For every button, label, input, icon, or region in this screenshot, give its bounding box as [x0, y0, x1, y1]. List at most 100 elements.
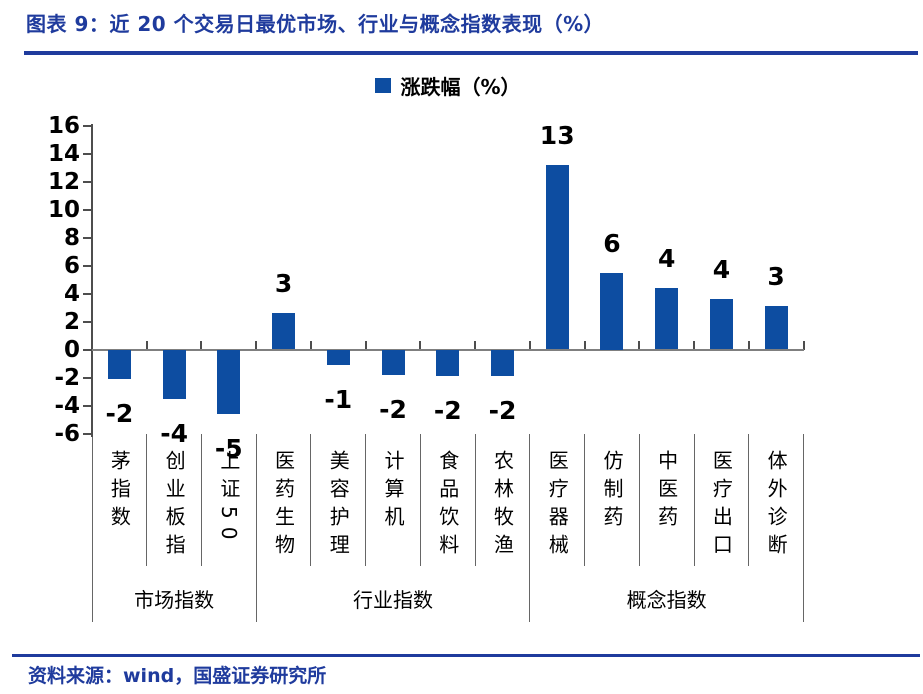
group-divider-line — [91, 433, 93, 622]
x-axis-tick — [693, 340, 696, 350]
bar — [764, 306, 788, 350]
y-axis-tick — [83, 264, 91, 267]
bar-value-label: 4 — [657, 243, 676, 273]
y-axis-tick — [83, 152, 91, 155]
bar — [600, 272, 624, 350]
y-axis-tick — [83, 236, 91, 239]
category-label: 体外诊断 — [764, 450, 789, 562]
y-axis-tick-label: 2 — [63, 308, 80, 335]
bar — [381, 349, 405, 375]
category-label: 医疗器械 — [545, 450, 570, 562]
bar-value-label: -2 — [105, 398, 134, 428]
x-axis-tick — [638, 340, 641, 350]
category-divider-line — [748, 433, 750, 566]
category-label: 农林牧渔 — [490, 450, 515, 562]
y-axis-tick — [83, 292, 91, 295]
chart-legend: 涨跌幅（%） — [92, 72, 804, 99]
y-axis-tick-label: 12 — [47, 168, 80, 195]
category-label: 中医药 — [654, 450, 679, 534]
category-divider-line — [693, 433, 695, 566]
y-axis-tick-label: -2 — [54, 364, 80, 391]
category-label: 医药生物 — [271, 450, 296, 562]
category-label: 食品饮料 — [435, 450, 460, 562]
y-axis-tick — [83, 404, 91, 407]
category-divider-line — [584, 433, 586, 566]
y-axis-tick — [83, 180, 91, 183]
category-divider-line — [419, 433, 421, 566]
y-axis-tick — [83, 124, 91, 127]
bar-value-label: -2 — [433, 396, 462, 426]
group-divider-line — [255, 433, 257, 622]
legend-color-swatch — [375, 77, 392, 93]
category-label: 计算机 — [381, 450, 406, 534]
category-label: 美容护理 — [326, 450, 351, 562]
x-axis-tick — [419, 340, 422, 350]
y-axis-tick-label: -4 — [54, 392, 80, 419]
bar — [217, 349, 241, 414]
bar — [326, 349, 350, 365]
y-axis-tick-label: 16 — [47, 112, 80, 139]
x-axis-tick — [528, 340, 531, 350]
category-divider-line — [474, 433, 476, 566]
bar-value-label: -4 — [160, 418, 188, 448]
bar-value-label: 3 — [767, 262, 785, 292]
category-divider-line — [638, 433, 640, 566]
bar-value-label: 4 — [712, 255, 731, 285]
bar-value-label: 13 — [539, 120, 575, 150]
group-label: 行业指数 — [353, 588, 433, 612]
y-axis-tick — [83, 432, 91, 435]
bar — [545, 164, 569, 350]
figure-title: 图表 9：近 20 个交易日最优市场、行业与概念指数表现（%） — [26, 12, 605, 36]
y-axis-tick-label: 6 — [63, 252, 80, 279]
legend-label: 涨跌幅（%） — [400, 74, 521, 99]
category-divider-line — [200, 433, 202, 566]
group-label: 市场指数 — [134, 588, 215, 612]
category-label: 医疗出口 — [709, 450, 734, 562]
y-axis-tick — [83, 320, 91, 323]
bar — [107, 349, 131, 379]
y-axis-line — [91, 124, 93, 437]
y-axis-tick-label: 10 — [47, 196, 80, 223]
y-axis-tick-label: 0 — [63, 336, 80, 363]
category-label: 仿制药 — [599, 450, 624, 534]
x-axis-tick — [200, 340, 203, 350]
x-axis-tick — [145, 340, 148, 350]
category-label: 创业板指 — [162, 450, 187, 562]
x-axis-tick — [583, 340, 586, 350]
y-axis-tick-label: -6 — [54, 420, 80, 447]
bar-value-label: 6 — [603, 228, 621, 258]
y-axis-tick-label: 4 — [63, 280, 80, 307]
header-divider-rule — [24, 51, 918, 55]
y-axis-tick-label: 8 — [63, 224, 80, 251]
x-axis-tick — [255, 340, 258, 350]
y-axis-tick — [83, 348, 91, 351]
bar-value-label: -2 — [488, 396, 517, 426]
bar — [490, 349, 514, 377]
bar-value-label: 3 — [274, 269, 293, 299]
footer-divider-rule — [12, 654, 920, 657]
y-axis-tick-label: 14 — [47, 140, 80, 167]
bar-value-label: -2 — [379, 394, 407, 424]
category-label: 茅指数 — [107, 450, 132, 534]
x-axis-tick — [474, 340, 477, 350]
x-axis-tick — [91, 340, 93, 350]
category-divider-line — [310, 433, 312, 566]
y-axis-tick — [83, 208, 91, 211]
group-label: 概念指数 — [626, 588, 707, 612]
bar — [162, 349, 186, 399]
category-divider-line — [146, 433, 148, 566]
x-axis-tick — [309, 340, 312, 350]
category-divider-line — [365, 433, 367, 566]
x-axis-tick — [747, 340, 750, 350]
bar — [436, 349, 460, 377]
bar-value-label: -1 — [324, 384, 353, 414]
y-axis-tick — [83, 376, 91, 379]
category-label: 上证50 — [216, 450, 241, 548]
source-note: 资料来源：wind，国盛证券研究所 — [28, 665, 327, 687]
group-divider-line — [529, 433, 531, 622]
bar — [709, 299, 733, 350]
x-axis-tick — [364, 340, 367, 350]
bar — [272, 313, 296, 350]
